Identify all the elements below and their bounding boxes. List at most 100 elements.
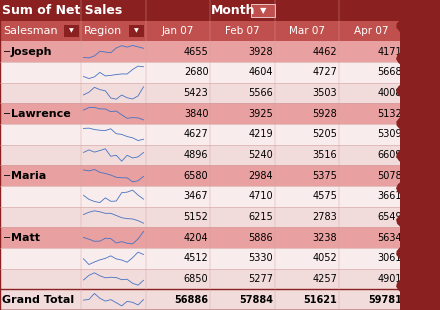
Text: −: − [3,233,11,243]
Text: 3840: 3840 [184,109,209,119]
Text: 3503: 3503 [313,88,337,98]
Bar [146,83,210,103]
Bar [81,227,146,248]
Bar [146,207,210,227]
Text: 4896: 4896 [184,150,209,160]
Bar [275,269,339,289]
Bar [339,186,403,207]
Text: 5132: 5132 [377,109,402,119]
Bar [403,124,440,145]
Text: 56: 56 [426,88,438,98]
Text: 5928: 5928 [312,109,337,119]
Text: 3516: 3516 [313,150,337,160]
Text: 4462: 4462 [313,47,337,57]
Bar [81,186,146,207]
Bar [81,62,146,83]
Bar [129,25,143,37]
Bar [403,248,440,269]
Text: ▼: ▼ [69,29,74,33]
Bar [0,227,81,248]
Bar [339,124,403,145]
Bar [403,41,440,62]
Text: Apr 07: Apr 07 [354,26,389,36]
Text: Month: Month [211,4,256,17]
Bar [339,207,403,227]
Polygon shape [396,0,440,310]
Bar [275,165,339,186]
Text: 4008: 4008 [378,88,402,98]
Text: 5205: 5205 [312,129,337,139]
Text: 6850: 6850 [184,274,209,284]
Bar [0,269,81,289]
Bar [275,248,339,269]
Text: 624: 624 [418,295,438,305]
Bar [81,124,146,145]
Text: 4627: 4627 [183,129,209,139]
Text: ▼: ▼ [260,6,266,15]
Text: 51621: 51621 [304,295,337,305]
Text: 4219: 4219 [248,129,273,139]
Bar [403,207,440,227]
Text: 34: 34 [426,253,438,263]
Bar [339,83,403,103]
Text: Joseph: Joseph [11,47,52,57]
Bar [210,62,275,83]
Bar [146,21,210,41]
Bar [0,0,440,21]
Bar [403,145,440,165]
Text: 4171: 4171 [377,47,402,57]
Bar [403,227,440,248]
Bar [339,227,403,248]
Bar [339,21,403,41]
Text: 4257: 4257 [312,274,337,284]
Text: 770: 770 [420,129,438,139]
Bar [0,248,81,269]
Text: 2680: 2680 [184,67,209,77]
Bar [81,83,146,103]
Text: 3925: 3925 [248,109,273,119]
Bar [0,289,440,310]
Bar [0,62,81,83]
Text: 472: 472 [420,150,438,160]
Bar [210,103,275,124]
Text: 64: 64 [426,47,438,57]
Text: 2984: 2984 [248,171,273,181]
Text: 3467: 3467 [184,191,209,201]
Text: 3661: 3661 [378,191,402,201]
Text: −: − [3,109,11,119]
Bar [275,124,339,145]
Text: 5330: 5330 [248,253,273,263]
Bar [0,165,81,186]
Bar [403,165,440,186]
Bar [210,269,275,289]
Text: Salesman: Salesman [4,26,58,36]
Bar [146,41,210,62]
Text: Mar 07: Mar 07 [289,26,325,36]
Bar [275,62,339,83]
Bar [0,103,81,124]
Bar [339,103,403,124]
Bar [0,41,81,62]
Text: 5566: 5566 [248,88,273,98]
Text: 4901: 4901 [378,274,402,284]
Bar [403,186,440,207]
Text: 59781: 59781 [368,295,402,305]
Text: Maria: Maria [11,171,46,181]
Bar [146,62,210,83]
Text: 4727: 4727 [312,67,337,77]
Bar [0,21,81,41]
Text: 4204: 4204 [184,233,209,243]
Bar [400,0,440,310]
Bar [81,248,146,269]
Text: 4575: 4575 [312,191,337,201]
Bar [0,145,81,165]
Text: 56886: 56886 [174,295,209,305]
Bar [210,124,275,145]
Text: Matt: Matt [11,233,40,243]
Text: Feb 07: Feb 07 [225,26,260,36]
Bar [275,41,339,62]
Text: Lawrence: Lawrence [11,109,71,119]
Text: 2783: 2783 [312,212,337,222]
Text: 391: 391 [420,171,438,181]
Text: 6609: 6609 [378,150,402,160]
